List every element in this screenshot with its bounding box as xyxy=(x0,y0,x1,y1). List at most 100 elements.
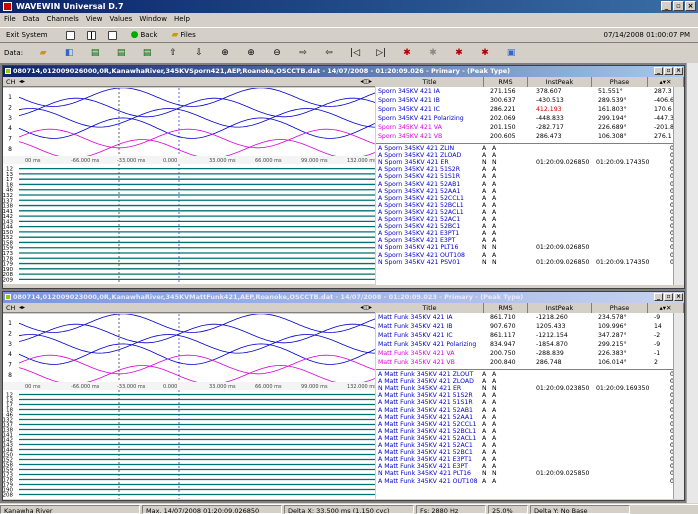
window-title[interactable]: 080714,012009026000,0R,KanawhaRiver,345K… xyxy=(3,66,684,77)
cursor-left-icon[interactable]: |◁ xyxy=(350,48,361,58)
col-rms[interactable]: RMS xyxy=(484,303,528,313)
impedance-icon[interactable]: ✱ xyxy=(455,48,463,58)
window-title[interactable]: 080714,012009023000,0R,KanawhaRiver,345K… xyxy=(3,292,684,303)
col-more[interactable]: ▴▾✕ xyxy=(648,303,684,313)
zoom-out-icon[interactable]: ⊖ xyxy=(273,48,281,58)
digital-channel-number[interactable]: 18 xyxy=(6,408,13,414)
minimize-button[interactable]: _ xyxy=(661,1,672,11)
maximize-button[interactable]: ▫ xyxy=(673,1,684,11)
waveform-trace[interactable] xyxy=(18,128,375,149)
shift-right-icon[interactable]: ⇨ xyxy=(299,48,307,58)
digital-channel-number[interactable]: 17 xyxy=(6,177,13,183)
win-min-button[interactable]: _ xyxy=(654,67,663,75)
channel-number[interactable]: 7 xyxy=(8,362,12,369)
arrow-up-icon[interactable]: ⇧ xyxy=(169,48,177,58)
col-more[interactable]: ▴▾✕ xyxy=(648,77,684,87)
waveform-trace[interactable] xyxy=(18,323,375,344)
col-title[interactable]: Title xyxy=(376,303,484,313)
menu-help[interactable]: Help xyxy=(173,15,190,23)
channel-number[interactable]: 4 xyxy=(8,351,12,358)
back-button[interactable]: ● Back xyxy=(131,30,158,40)
digital-channel-number[interactable]: 158 xyxy=(3,463,13,469)
layout-single-button[interactable] xyxy=(65,30,75,40)
zoom-in-icon[interactable]: ⊕ xyxy=(247,48,255,58)
menu-view[interactable]: View xyxy=(85,15,103,23)
exit-button[interactable]: Exit System xyxy=(6,31,48,39)
digital-channel-number[interactable]: 18 xyxy=(6,182,13,188)
digital-channel-number[interactable]: 143 xyxy=(3,219,13,225)
channel-number[interactable]: 8 xyxy=(8,146,12,153)
digital-channel-number[interactable]: 144 xyxy=(3,448,13,454)
waveform-trace[interactable] xyxy=(18,343,375,365)
digital-channel-number[interactable]: 143 xyxy=(3,443,13,449)
col-instpeak[interactable]: InstPeak xyxy=(528,77,592,87)
save-data-icon[interactable]: ◧ xyxy=(64,48,74,58)
digital-channel-number[interactable]: 150 xyxy=(3,453,13,459)
zoom-controls[interactable]: ◂◫▸ xyxy=(360,304,372,311)
table-scrollbar[interactable] xyxy=(673,313,684,499)
cursor-right-icon[interactable]: ▷| xyxy=(376,48,387,58)
close-button[interactable]: × xyxy=(685,1,696,11)
col-rms[interactable]: RMS xyxy=(484,77,528,87)
digital-channel-number[interactable]: 46 xyxy=(6,413,13,419)
digital-channel-number[interactable]: 138 xyxy=(3,428,13,434)
export-icon[interactable]: ▤ xyxy=(142,48,152,58)
digital-channel-number[interactable]: 152 xyxy=(3,458,13,464)
digital-channel-number[interactable]: 190 xyxy=(3,267,13,273)
layout-grid-button[interactable] xyxy=(107,30,117,40)
digital-channel-number[interactable]: 158 xyxy=(3,240,13,246)
channel-number[interactable]: 3 xyxy=(8,115,12,122)
ch-scroll-icon[interactable]: ◂▸ xyxy=(19,304,26,311)
win-close-button[interactable]: × xyxy=(674,67,683,75)
digital-channel-number[interactable]: 179 xyxy=(3,483,13,489)
report-icon[interactable]: ▤ xyxy=(116,48,126,58)
waveform-plot[interactable]: 1 2 3 4 7 8 00 ms -66.000 ms -33.000 ms 0.000 33.0… xyxy=(3,88,375,284)
digital-channel-number[interactable]: 137 xyxy=(3,423,13,429)
arrow-down-icon[interactable]: ⇩ xyxy=(195,48,203,58)
win-close-button[interactable]: × xyxy=(674,293,683,301)
waveform-trace[interactable] xyxy=(18,88,375,107)
digital-channel-number[interactable]: 159 xyxy=(3,468,13,474)
menu-file[interactable]: File xyxy=(4,15,16,23)
digital-channel-number[interactable]: 12 xyxy=(6,167,13,173)
digital-channel-number[interactable]: 141 xyxy=(3,433,13,439)
digital-channel-number[interactable]: 159 xyxy=(3,246,13,252)
harmonic-icon[interactable]: ✱ xyxy=(429,48,437,58)
waveform-trace[interactable] xyxy=(18,139,375,159)
channel-number[interactable]: 3 xyxy=(8,341,12,348)
digital-channel-number[interactable]: 137 xyxy=(3,198,13,204)
digital-channel-number[interactable]: 132 xyxy=(3,418,13,424)
digital-channel-number[interactable]: 17 xyxy=(6,403,13,409)
waveform-trace[interactable] xyxy=(18,97,375,118)
waveform-plot[interactable]: 1 2 3 4 7 8 00 ms -66.000 ms -33.000 ms 0.000 33.0… xyxy=(3,314,375,499)
digital-channel-number[interactable]: 150 xyxy=(3,230,13,236)
digital-channel-number[interactable]: 13 xyxy=(6,172,13,178)
menu-values[interactable]: Values xyxy=(109,15,133,23)
digital-channel-number[interactable]: 208 xyxy=(3,272,13,278)
channel-number[interactable]: 1 xyxy=(8,94,12,101)
win-max-button[interactable]: ▫ xyxy=(664,67,673,75)
digital-channel-number[interactable]: 173 xyxy=(3,251,13,257)
table-scrollbar[interactable] xyxy=(673,87,684,285)
channel-number[interactable]: 7 xyxy=(8,136,12,143)
layout-split-button[interactable] xyxy=(86,30,96,40)
digital-channel-number[interactable]: 178 xyxy=(3,478,13,484)
digital-channel-number[interactable]: 178 xyxy=(3,256,13,262)
files-button[interactable]: ▰ Files xyxy=(171,30,195,40)
menu-channels[interactable]: Channels xyxy=(46,15,79,23)
waveform-trace[interactable] xyxy=(18,334,375,354)
digital-channel-number[interactable]: 142 xyxy=(3,438,13,444)
document-icon[interactable]: ▤ xyxy=(90,48,100,58)
print-icon[interactable]: ▣ xyxy=(506,48,516,58)
digital-channel-number[interactable]: 142 xyxy=(3,214,13,220)
open-data-icon[interactable]: ▰ xyxy=(39,48,47,58)
waveform-trace[interactable] xyxy=(18,117,375,139)
ch-scroll-icon[interactable]: ◂▸ xyxy=(19,78,26,85)
shift-left-icon[interactable]: ⇦ xyxy=(325,48,333,58)
menu-window[interactable]: Window xyxy=(139,15,167,23)
col-phase[interactable]: Phase xyxy=(592,77,648,87)
waveform-trace[interactable] xyxy=(18,365,375,385)
win-min-button[interactable]: _ xyxy=(654,293,663,301)
digital-channel-number[interactable]: 152 xyxy=(3,235,13,241)
channel-number[interactable]: 4 xyxy=(8,125,12,132)
